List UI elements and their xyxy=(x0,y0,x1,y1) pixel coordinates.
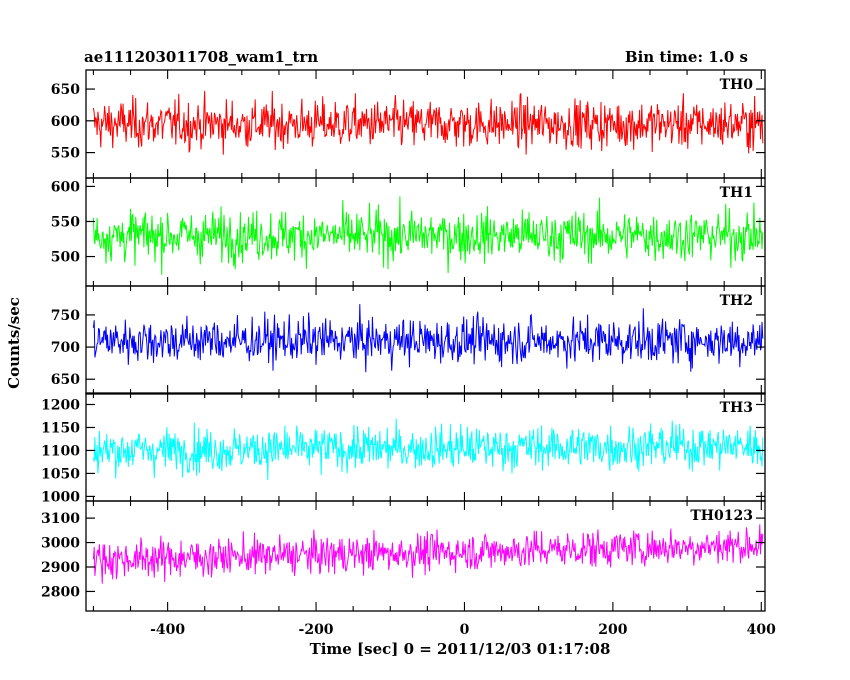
y-tick-label: 700 xyxy=(51,340,80,356)
panel-label-th0: TH0 xyxy=(720,77,754,93)
y-tick-label: 750 xyxy=(51,308,80,324)
x-tick-label: 0 xyxy=(460,622,470,638)
y-tick-label: 500 xyxy=(51,250,80,266)
y-tick-label: 3100 xyxy=(41,511,80,527)
panel-th1-frame xyxy=(85,177,766,287)
panel-th0123-frame xyxy=(85,500,766,612)
series-th3-line xyxy=(92,418,764,481)
y-tick-label: 600 xyxy=(51,114,80,130)
x-axis-label: Time [sec] 0 = 2011/12/03 01:17:08 xyxy=(310,640,611,658)
y-tick-label: 1000 xyxy=(41,489,80,505)
x-tick-label: -200 xyxy=(299,622,334,638)
y-tick-label: 1200 xyxy=(41,397,80,413)
panel-label-th1: TH1 xyxy=(720,185,753,201)
panel-label-th3: TH3 xyxy=(720,400,753,416)
panel-label-th2: TH2 xyxy=(720,293,753,309)
x-tick-label: 400 xyxy=(747,622,776,638)
y-tick-label: 1150 xyxy=(41,420,80,436)
y-tick-label: 3000 xyxy=(41,536,80,552)
series-th0-line xyxy=(92,90,764,155)
bin-time-label: Bin time: 1.0 s xyxy=(625,48,748,66)
panel-label-th0123: TH0123 xyxy=(690,508,753,524)
chart-title: ae111203011708_wam1_trn xyxy=(84,48,318,66)
y-tick-label: 2900 xyxy=(41,560,80,576)
y-axis-label: Counts/sec xyxy=(5,297,23,389)
x-tick-label: 200 xyxy=(598,622,627,638)
series-th0123-line xyxy=(92,524,764,584)
series-th2-line xyxy=(92,304,764,373)
y-tick-label: 2800 xyxy=(41,584,80,600)
panel-th2-frame xyxy=(85,285,766,395)
y-tick-label: 600 xyxy=(51,179,80,195)
y-tick-label: 550 xyxy=(51,146,80,162)
series-th1-line xyxy=(92,196,764,275)
y-tick-label: 550 xyxy=(51,214,80,230)
y-tick-label: 650 xyxy=(51,82,80,98)
x-tick-label: -400 xyxy=(150,622,185,638)
y-tick-label: 1050 xyxy=(41,466,80,482)
y-tick-label: 1100 xyxy=(41,443,80,459)
y-tick-label: 650 xyxy=(51,372,80,388)
panels-group: 550 600 650 TH0 500 550 600 TH1 650 700 750 TH2 1000… xyxy=(41,69,776,638)
